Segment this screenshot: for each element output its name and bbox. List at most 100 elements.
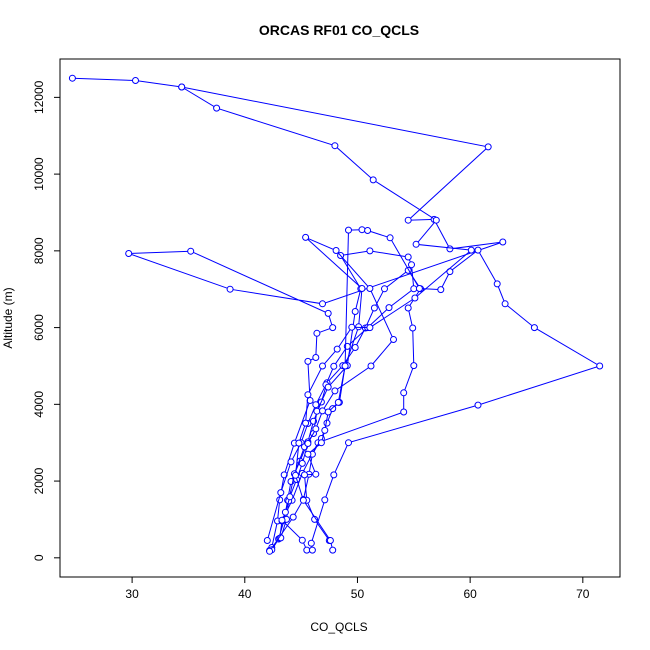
data-point — [385, 304, 393, 312]
data-point — [493, 280, 501, 288]
data-point — [333, 345, 341, 353]
data-point — [329, 405, 337, 413]
data-point — [501, 300, 509, 308]
data-point — [474, 401, 482, 409]
y-tick-label: 2000 — [32, 467, 46, 494]
data-point — [366, 247, 374, 255]
data-point — [432, 216, 440, 224]
data-point — [370, 304, 378, 312]
data-point — [467, 246, 475, 254]
data-point — [358, 226, 366, 234]
data-point — [364, 227, 372, 234]
x-tick-label: 60 — [463, 587, 477, 601]
data-point — [332, 247, 340, 254]
data-point — [266, 547, 274, 555]
data-point — [408, 261, 415, 269]
y-tick-label: 12000 — [32, 80, 46, 114]
y-axis: 0 2000 4000 6000 8000 10000 12000 — [32, 80, 60, 561]
data-point — [295, 439, 303, 447]
data-point — [321, 496, 329, 504]
data-point — [446, 245, 454, 253]
plot-frame — [59, 58, 621, 578]
data-point — [474, 246, 482, 254]
data-point — [367, 362, 375, 370]
x-axis-label: CO_QCLS — [310, 620, 367, 634]
data-point — [404, 216, 412, 224]
data-point — [369, 176, 377, 184]
y-axis-label: Altitude (m) — [1, 287, 15, 348]
x-axis: 30 40 50 60 70 — [125, 577, 590, 601]
data-point — [329, 324, 337, 332]
data-point — [530, 324, 538, 332]
data-point — [292, 471, 299, 479]
data-point — [415, 285, 423, 292]
data-point — [302, 419, 310, 427]
data-point — [308, 546, 316, 554]
data-point — [404, 253, 412, 261]
series-6 — [178, 83, 475, 554]
data-point — [313, 407, 321, 415]
data-point — [345, 439, 352, 447]
data-point — [358, 285, 366, 292]
y-tick-label: 0 — [32, 554, 46, 561]
data-point — [132, 77, 139, 84]
data-point — [366, 324, 374, 332]
data-point — [125, 250, 133, 257]
x-tick-label: 30 — [125, 587, 139, 601]
data-point — [400, 389, 408, 397]
data-point — [302, 233, 310, 241]
data-point — [68, 74, 76, 82]
data-point — [312, 401, 320, 409]
data-point — [355, 323, 363, 331]
data-point — [321, 426, 329, 434]
data-point — [341, 362, 349, 370]
data-point — [304, 391, 312, 399]
data-point — [319, 300, 326, 308]
data-point — [412, 240, 420, 248]
data-point — [596, 362, 604, 370]
data-point — [334, 398, 342, 406]
y-tick-label: 6000 — [32, 314, 46, 341]
series-line — [269, 236, 395, 552]
data-point — [351, 308, 359, 315]
chart-title: ORCAS RF01 CO_QCLS — [259, 22, 419, 38]
data-point — [345, 226, 352, 234]
data-point — [298, 536, 306, 544]
data-point — [312, 425, 320, 433]
data-point — [381, 285, 388, 293]
data-point — [301, 471, 308, 479]
data-point — [263, 537, 271, 544]
data-point — [213, 104, 221, 112]
data-point — [304, 357, 312, 365]
data-point — [331, 142, 339, 150]
data-point — [324, 408, 332, 416]
data-point — [404, 304, 412, 312]
y-tick-label: 4000 — [32, 391, 46, 418]
series-line — [303, 229, 601, 551]
y-tick-label: 8000 — [32, 237, 46, 264]
data-point — [409, 324, 417, 332]
data-point — [286, 493, 294, 501]
data-point — [386, 234, 394, 242]
data-point — [298, 459, 306, 467]
data-point — [330, 471, 338, 479]
y-tick-label: 10000 — [32, 157, 46, 191]
data-point — [410, 285, 418, 293]
data-point — [289, 513, 297, 521]
data-point — [277, 489, 285, 497]
series-5 — [301, 226, 604, 554]
data-point — [324, 383, 332, 391]
x-tick-label: 50 — [351, 587, 365, 601]
data-point — [178, 83, 186, 91]
data-point — [287, 458, 295, 466]
data-point — [390, 336, 397, 343]
data-point — [312, 354, 320, 361]
data-point — [351, 344, 359, 351]
data-point — [326, 537, 334, 544]
data-point — [319, 362, 326, 370]
series-layer — [68, 74, 604, 555]
data-point — [331, 387, 339, 395]
x-tick-label: 40 — [238, 587, 252, 601]
data-point — [304, 440, 312, 447]
